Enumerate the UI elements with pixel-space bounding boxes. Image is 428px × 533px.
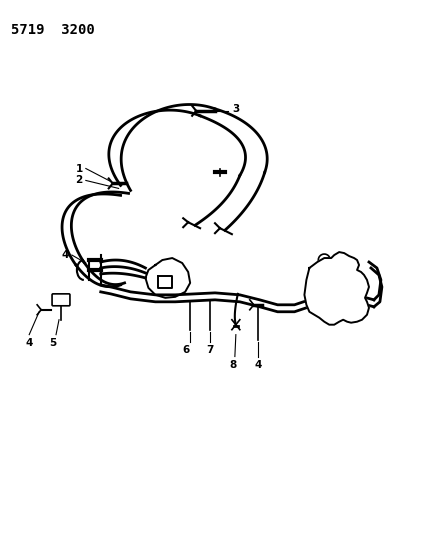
Text: 4: 4 — [26, 337, 33, 348]
FancyBboxPatch shape — [52, 294, 70, 306]
Polygon shape — [304, 252, 369, 325]
Text: 5719  3200: 5719 3200 — [11, 23, 95, 37]
Text: 4: 4 — [254, 360, 262, 369]
Text: 2: 2 — [76, 175, 83, 185]
Text: 3: 3 — [232, 104, 239, 114]
Text: 8: 8 — [229, 360, 237, 369]
Text: 7: 7 — [206, 345, 214, 354]
Text: 6: 6 — [183, 345, 190, 354]
Text: 1: 1 — [76, 164, 83, 174]
Text: 5: 5 — [49, 337, 56, 348]
Polygon shape — [146, 258, 190, 298]
Text: 4: 4 — [62, 250, 69, 260]
